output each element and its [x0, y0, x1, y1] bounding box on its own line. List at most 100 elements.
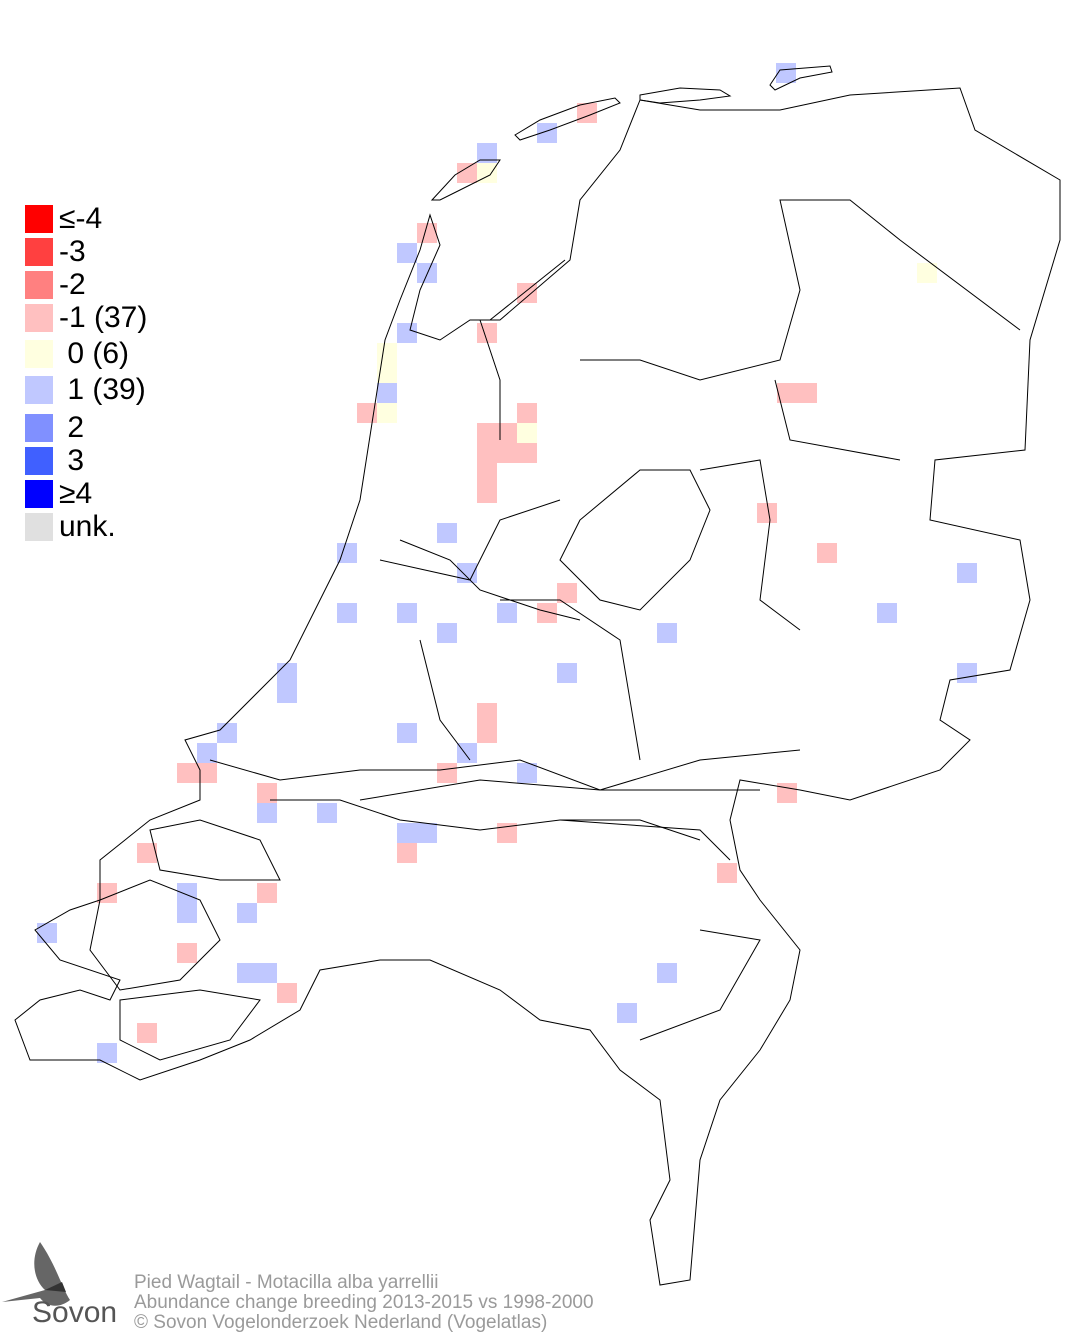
grid-cell: [777, 383, 797, 403]
zeeland-islands: [89, 819, 281, 1061]
grid-cell: [477, 163, 497, 183]
legend-label: -2: [59, 268, 86, 301]
copyright: © Sovon Vogelonderzoek Nederland (Vogela…: [134, 1312, 548, 1333]
grid-cell: [417, 263, 437, 283]
grid-cell: [357, 403, 377, 423]
rivers: [209, 539, 760, 841]
grid-cell: [457, 163, 477, 183]
legend-swatch: [25, 414, 53, 442]
country-border: [14, 87, 1061, 1286]
legend-label: ≤-4: [59, 202, 103, 235]
grid-cell: [317, 803, 337, 823]
grid-cell: [137, 843, 157, 863]
grid-cell: [37, 923, 57, 943]
grid-cell: [957, 663, 977, 683]
grid-cell: [877, 603, 897, 623]
grid-cell: [397, 723, 417, 743]
grid-cell: [777, 783, 797, 803]
grid-cell: [397, 323, 417, 343]
island-schiermonnikoog: [769, 65, 833, 91]
legend-item: 1 (39): [25, 375, 146, 405]
grid-cell: [377, 403, 397, 423]
grid-cell: [237, 903, 257, 923]
grid-cell: [457, 743, 477, 763]
map-subtitle: Abundance change breeding 2013-2015 vs 1…: [134, 1292, 594, 1313]
grid-cell: [817, 543, 837, 563]
sovon-logo-text: Sovon: [32, 1296, 118, 1329]
legend-item: ≤-4: [25, 204, 102, 234]
province-borders: [359, 199, 1021, 1041]
legend-swatch: [25, 205, 53, 233]
grid-cell: [657, 623, 677, 643]
map-outline: [14, 65, 1061, 1286]
ijsselmeer-dike: [489, 259, 566, 321]
grid-cell: [417, 823, 437, 843]
grid-cell: [337, 543, 357, 563]
grid-cell: [277, 983, 297, 1003]
grid-cell: [757, 503, 777, 523]
grid-cell: [177, 943, 197, 963]
legend-item: -2: [25, 270, 86, 300]
grid-cell: [557, 583, 577, 603]
grid-cell: [477, 703, 497, 723]
legend-item: -1 (37): [25, 303, 147, 333]
grid-cell: [437, 523, 457, 543]
grid-cell: [776, 63, 796, 83]
grid-cell: [397, 823, 417, 843]
island-vlieland-terschelling: [514, 97, 621, 141]
grid-cell: [257, 963, 277, 983]
grid-cell: [517, 763, 537, 783]
legend-label: 3: [59, 444, 85, 477]
island-texel: [430, 159, 501, 201]
flevoland: [559, 469, 711, 611]
grid-cell: [537, 123, 557, 143]
legend-swatch: [25, 376, 53, 404]
grid-cell: [957, 563, 977, 583]
legend-label: unk.: [59, 510, 116, 543]
grid-cell: [477, 463, 497, 483]
grid-cell: [477, 483, 497, 503]
grid-cell: [497, 443, 517, 463]
grid-cell: [217, 723, 237, 743]
legend-item: -3: [25, 237, 86, 267]
legend-item: ≥4: [25, 479, 92, 509]
legend-swatch: [25, 340, 53, 368]
legend-item: 2: [25, 413, 84, 443]
grid-cells: [37, 63, 977, 1063]
legend-swatch: [25, 238, 53, 266]
grid-cell: [797, 383, 817, 403]
legend-item: unk.: [25, 512, 116, 542]
grid-cell: [517, 443, 537, 463]
legend-swatch: [25, 304, 53, 332]
grid-cell: [397, 843, 417, 863]
grid-cell: [497, 823, 517, 843]
grid-cell: [717, 863, 737, 883]
grid-cell: [497, 603, 517, 623]
grid-cell: [197, 763, 217, 783]
island-ameland: [639, 87, 732, 104]
grid-cell: [417, 223, 437, 243]
grid-cell: [257, 803, 277, 823]
grid-cell: [437, 763, 457, 783]
grid-cell: [397, 603, 417, 623]
grid-cell: [277, 683, 297, 703]
grid-cell: [257, 883, 277, 903]
grid-cell: [337, 603, 357, 623]
grid-cell: [477, 143, 497, 163]
grid-cell: [477, 323, 497, 343]
legend-label: 2: [59, 411, 85, 444]
grid-cell: [517, 283, 537, 303]
legend-label: -3: [59, 235, 86, 268]
grid-cell: [237, 963, 257, 983]
grid-cell: [617, 1003, 637, 1023]
legend-swatch: [25, 513, 53, 541]
grid-cell: [657, 963, 677, 983]
grid-cell: [477, 443, 497, 463]
grid-cell: [197, 743, 217, 763]
legend-item: 0 (6): [25, 339, 129, 369]
grid-cell: [437, 623, 457, 643]
legend-swatch: [25, 447, 53, 475]
grid-cell: [377, 363, 397, 383]
species-title: Pied Wagtail - Motacilla alba yarrellii: [134, 1272, 439, 1293]
